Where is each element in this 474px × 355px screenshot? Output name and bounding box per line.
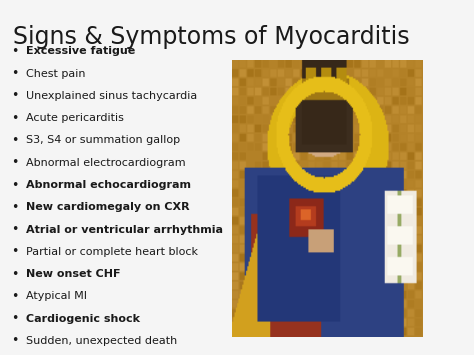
Text: •: •	[11, 89, 18, 103]
Text: •: •	[11, 201, 18, 214]
Text: Abnormal echocardiogram: Abnormal echocardiogram	[26, 180, 191, 190]
Text: S3, S4 or summation gallop: S3, S4 or summation gallop	[26, 136, 180, 146]
Text: Atypical MI: Atypical MI	[26, 291, 87, 301]
Text: Unexplained sinus tachycardia: Unexplained sinus tachycardia	[26, 91, 197, 101]
Text: •: •	[11, 312, 18, 325]
Text: Abnormal electrocardiogram: Abnormal electrocardiogram	[26, 158, 186, 168]
Text: •: •	[11, 334, 18, 347]
Text: Sudden, unexpected death: Sudden, unexpected death	[26, 336, 177, 346]
Text: •: •	[11, 134, 18, 147]
Text: •: •	[11, 179, 18, 191]
Text: •: •	[11, 156, 18, 169]
Text: Signs & Symptoms of Myocarditis: Signs & Symptoms of Myocarditis	[13, 25, 410, 49]
Text: Acute pericarditis: Acute pericarditis	[26, 113, 124, 123]
Text: •: •	[11, 268, 18, 280]
Text: Chest pain: Chest pain	[26, 69, 85, 79]
Text: Excessive fatigue: Excessive fatigue	[26, 47, 135, 56]
Text: •: •	[11, 67, 18, 80]
Text: New cardiomegaly on CXR: New cardiomegaly on CXR	[26, 202, 190, 212]
Text: •: •	[11, 223, 18, 236]
Text: New onset CHF: New onset CHF	[26, 269, 120, 279]
Text: Cardiogenic shock: Cardiogenic shock	[26, 313, 140, 323]
Text: Partial or complete heart block: Partial or complete heart block	[26, 247, 198, 257]
Text: Atrial or ventricular arrhythmia: Atrial or ventricular arrhythmia	[26, 224, 223, 235]
Text: •: •	[11, 45, 18, 58]
Text: •: •	[11, 112, 18, 125]
Text: •: •	[11, 290, 18, 303]
Text: •: •	[11, 245, 18, 258]
